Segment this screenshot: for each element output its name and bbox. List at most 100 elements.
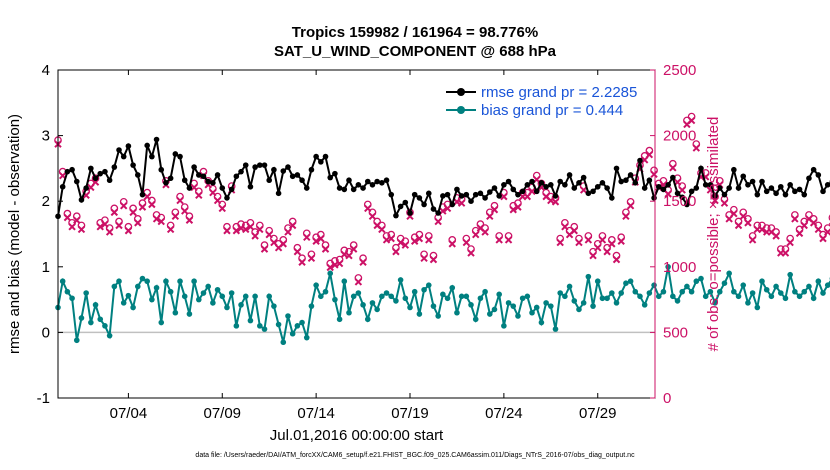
bias-point — [196, 296, 202, 303]
rmse-series-points — [55, 136, 830, 220]
rmse-point — [580, 174, 587, 181]
rmse-point — [594, 183, 601, 190]
rmse-point — [120, 153, 127, 160]
bias-point — [759, 278, 765, 285]
bias-point — [303, 334, 310, 341]
bias-point — [374, 306, 380, 313]
rmse-point — [64, 168, 71, 175]
rmse-point — [712, 193, 718, 199]
bias-point — [552, 326, 559, 332]
obs-assimilated-point — [195, 191, 203, 200]
rmse-point — [529, 178, 535, 185]
rmse-point — [102, 168, 108, 175]
bias-point — [529, 309, 535, 316]
rmse-point — [78, 197, 85, 203]
obs-assimilated-point — [415, 234, 424, 243]
obs-assimilated-point — [303, 233, 311, 242]
obs-assimilated-point — [504, 236, 513, 244]
rmse-point — [210, 180, 216, 186]
rmse-point — [73, 178, 80, 185]
bias-point — [73, 337, 80, 344]
rmse-point — [792, 188, 798, 195]
axes: 4 3 2 1 0 -1 2500 2000 1500 1000 500 0 07/04 07/09 07/… — [37, 62, 697, 422]
y-tick-label: 4 — [42, 62, 50, 79]
bias-point — [444, 295, 451, 302]
bias-point — [796, 293, 803, 300]
rmse-point — [491, 185, 498, 191]
rmse-point — [186, 185, 193, 191]
obs-assimilated-point — [298, 258, 306, 266]
bias-point — [64, 288, 71, 295]
bias-point — [674, 298, 681, 304]
obs-assimilated-point — [392, 248, 400, 256]
rmse-point — [820, 188, 826, 195]
bias-point — [660, 288, 667, 295]
obs-assimilated-point — [77, 225, 86, 234]
obs-assimilated-point — [368, 212, 377, 221]
rmse-point — [332, 170, 338, 177]
bias-point — [233, 323, 240, 329]
rmse-point — [585, 190, 592, 197]
rmse-point — [430, 206, 437, 212]
bias-point — [543, 300, 549, 306]
rmse-point — [275, 190, 282, 197]
bias-point — [416, 311, 423, 317]
obs-assimilated-point — [359, 258, 367, 266]
rmse-point — [346, 177, 352, 184]
bias-point — [242, 293, 249, 300]
bias-point — [224, 304, 230, 311]
rmse-point — [745, 182, 751, 188]
bias-point — [486, 311, 493, 317]
rmse-point — [379, 180, 385, 186]
rmse-point — [364, 178, 371, 185]
obs-assimilated-point — [772, 232, 780, 240]
rmse-point — [777, 183, 784, 190]
obs-assimilated-point — [443, 204, 452, 213]
bias-point — [172, 309, 179, 316]
obs-assimilated-point — [791, 215, 799, 223]
y-tick-label: -1 — [37, 390, 50, 407]
rmse-point — [177, 153, 183, 160]
rmse-point — [651, 195, 657, 201]
bias-point — [670, 293, 676, 300]
rmse-point — [172, 151, 179, 157]
rmse-point — [303, 185, 310, 191]
bias-point — [425, 282, 432, 288]
rmse-point — [318, 159, 324, 165]
obs-assimilated-point — [795, 229, 804, 238]
rmse-point — [69, 166, 75, 173]
bias-point — [397, 277, 404, 283]
bias-point — [801, 288, 808, 295]
rmse-point — [482, 195, 488, 201]
rmse-series-line — [57, 139, 830, 219]
obs-assimilated-point — [626, 202, 635, 210]
rmse-point — [655, 183, 662, 190]
obs-assimilated-point — [687, 116, 696, 125]
bias-point — [594, 278, 601, 285]
x-tick-label: 07/24 — [485, 405, 523, 422]
bias-point — [698, 275, 704, 282]
rmse-point — [336, 185, 343, 191]
rmse-point — [313, 153, 319, 160]
rmse-point — [627, 172, 634, 178]
obs-assimilated-point — [575, 238, 583, 247]
rmse-point — [477, 190, 484, 197]
bias-series-points — [55, 264, 830, 346]
bias-point — [726, 270, 732, 277]
rmse-point — [806, 175, 812, 182]
rmse-point — [613, 165, 620, 172]
obs-assimilated-point — [486, 212, 494, 221]
y-tick-label: 2 — [42, 193, 50, 210]
rmse-point — [205, 178, 211, 185]
bias-point — [688, 288, 695, 295]
bias-point — [810, 295, 817, 302]
y2-tick-label: 1000 — [663, 259, 696, 276]
y-tick-label: 0 — [42, 324, 50, 341]
obs-assimilated-point — [819, 234, 827, 243]
obs-assimilated-point — [331, 261, 339, 269]
bias-point — [144, 278, 150, 285]
rmse-point — [604, 185, 610, 191]
bias-point — [134, 283, 141, 290]
y-tick-label: 1 — [42, 259, 50, 276]
